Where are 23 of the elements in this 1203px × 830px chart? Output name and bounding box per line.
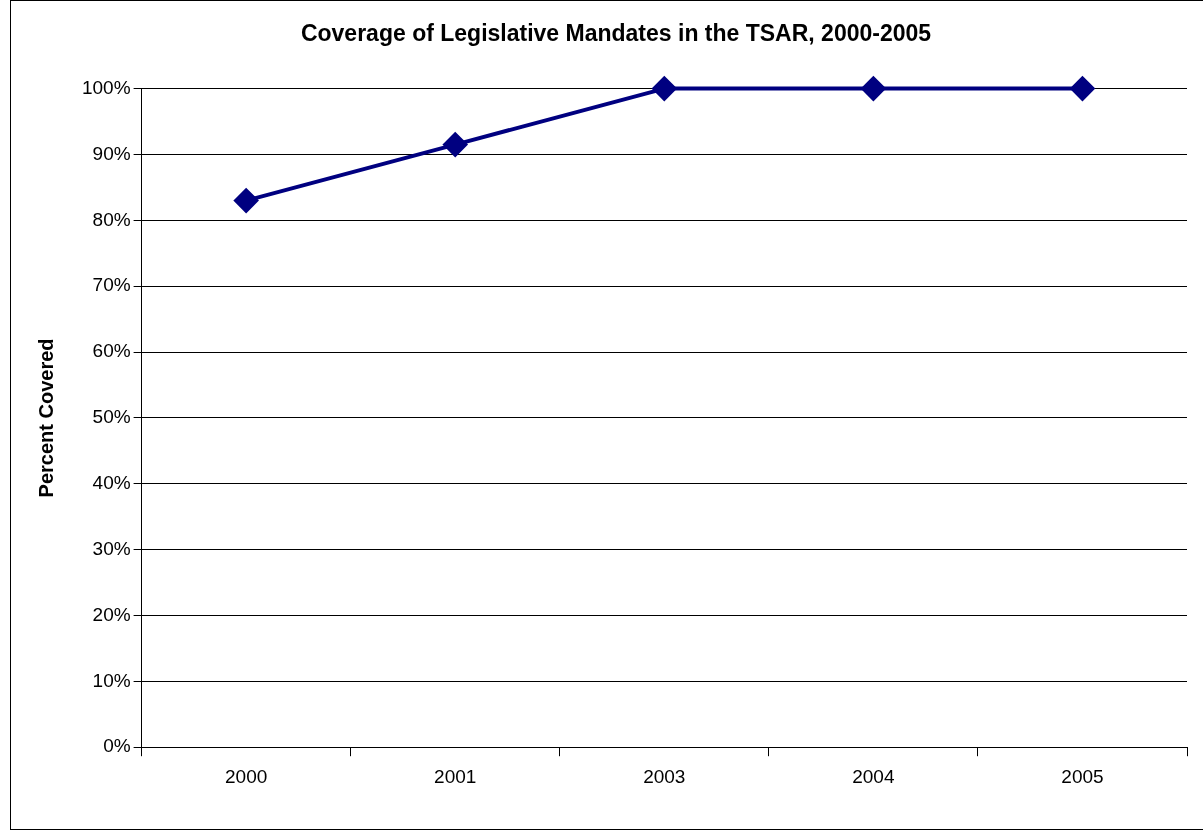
x-tick-label: 2004 — [852, 765, 895, 787]
point — [861, 76, 886, 101]
chart-title: Coverage of Legislative Mandates in the TSAR, 2000-2005 — [300, 20, 932, 47]
x-tick-label: 2000 — [224, 765, 268, 787]
point — [652, 76, 677, 101]
y-tick-label: 60% — [92, 340, 131, 362]
y-tick-label: 80% — [92, 208, 131, 230]
y-tick-label: 70% — [92, 274, 131, 296]
y-tick-label: 20% — [92, 603, 131, 625]
y-tick-label: 10% — [92, 669, 131, 691]
y-tick-label: 90% — [92, 142, 131, 164]
y-tick-label: 40% — [92, 471, 131, 493]
point — [234, 188, 259, 213]
x-tick-label: 2001 — [434, 765, 477, 787]
y-tick-label: 100% — [81, 76, 131, 98]
y-tick-label: 50% — [92, 406, 131, 428]
y-tick-label: 30% — [92, 537, 131, 559]
y-tick-label: 0% — [103, 735, 131, 757]
point — [1070, 76, 1095, 101]
x-tick-label: 2003 — [643, 765, 686, 787]
y-axis-title: Percent Covered — [34, 338, 57, 498]
x-tick-label: 2005 — [1061, 765, 1104, 787]
point — [443, 132, 468, 157]
